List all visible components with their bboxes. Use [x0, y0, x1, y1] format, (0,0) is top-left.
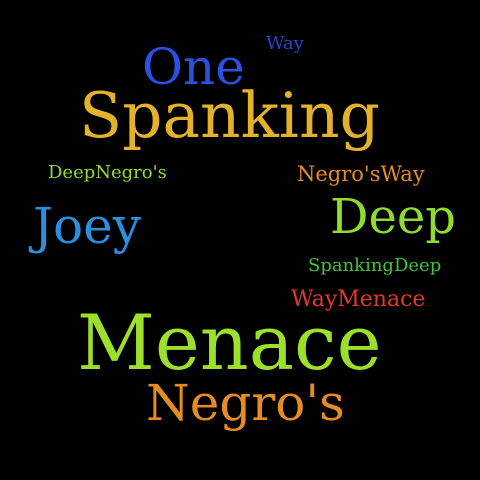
word-joey: Joey: [33, 197, 141, 255]
word-negros: Negro's: [146, 374, 345, 432]
word-way: Way: [266, 33, 304, 54]
word-deep: Deep: [330, 189, 457, 245]
word-deepnegros: DeepNegro's: [48, 162, 167, 183]
word-one: One: [142, 38, 245, 96]
word-waymenace: WayMenace: [291, 287, 426, 312]
word-spankingdeep: SpankingDeep: [308, 255, 442, 276]
word-menace: Menace: [77, 298, 382, 387]
word-spanking: Spanking: [79, 79, 380, 152]
word-negrosway: Negro'sWay: [297, 162, 425, 186]
